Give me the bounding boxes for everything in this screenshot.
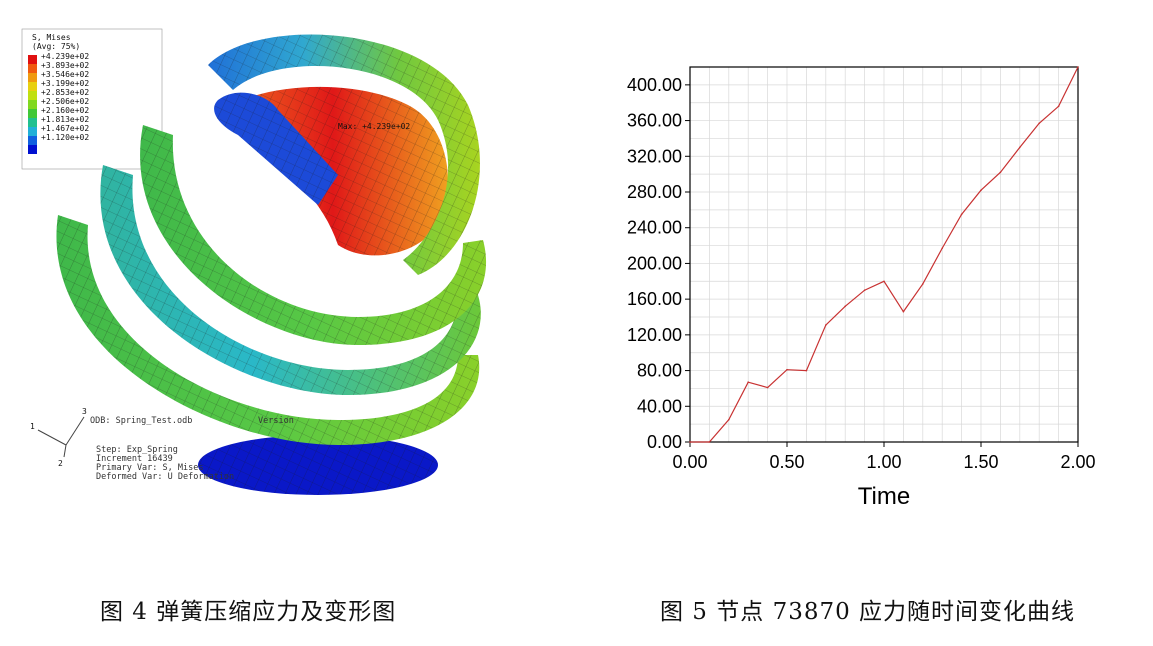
y-tick-labels: 0.00 40.00 80.00 120.00 160.00 200.00 240.00 28… [627, 75, 690, 452]
x-tick-label: 2.00 [1060, 452, 1095, 472]
stress-data-point [766, 386, 769, 389]
y-tick-label: 320.00 [627, 146, 682, 166]
stress-data-point [689, 441, 691, 443]
stress-data-point [1077, 66, 1079, 68]
stress-data-point [863, 289, 866, 292]
spring-coils: Max: +4.239e+02 [56, 34, 487, 495]
legend-value: +3.199e+02 [41, 79, 89, 88]
y-tick-label: 120.00 [627, 325, 682, 345]
legend-subtitle: (Avg: 75%) [32, 42, 80, 51]
legend-value: +4.239e+02 [41, 52, 89, 61]
x-tick-label: 0.50 [769, 452, 804, 472]
odb-info: ODB: Spring_Test.odb Version Step: Exp_S… [90, 416, 294, 482]
legend-swatch [28, 82, 37, 91]
stress-data-point [708, 441, 711, 443]
stress-data-point [941, 247, 943, 250]
legend-swatch [28, 136, 37, 145]
y-tick-label: 80.00 [637, 361, 682, 381]
stress-data-point [825, 324, 827, 326]
stress-data-point [980, 189, 982, 192]
axis-1-label: 1 [30, 422, 35, 431]
stress-data-point [883, 280, 885, 283]
deformed-var-line: Deformed Var: U Deformation [96, 472, 234, 482]
spring-stress-figure: S, Mises (Avg: 75%) +4.239e+02+3.893e+02… [21, 28, 487, 495]
y-tick-label: 160.00 [627, 289, 682, 309]
y-tick-label: 40.00 [637, 396, 682, 416]
stress-data-point [960, 213, 963, 216]
legend-value: +2.506e+02 [41, 97, 89, 106]
legend-value: +3.893e+02 [41, 61, 89, 70]
stress-legend: S, Mises (Avg: 75%) +4.239e+02+3.893e+02… [21, 28, 163, 170]
odb-version: Version [258, 416, 294, 426]
x-tick-label: 0.00 [672, 452, 707, 472]
y-tick-label: 280.00 [627, 182, 682, 202]
legend-value: +2.160e+02 [41, 106, 89, 115]
legend-swatches [28, 55, 37, 154]
legend-title: S, Mises [32, 33, 71, 42]
stress-series-points [689, 66, 1079, 443]
legend-value: +1.120e+02 [41, 133, 89, 142]
legend-value: +3.546e+02 [41, 70, 89, 79]
increment-line: Increment 16439 [96, 454, 173, 464]
legend-swatch [28, 100, 37, 109]
y-tick-label: 360.00 [627, 111, 682, 131]
axis-triad [37, 416, 85, 458]
stress-data-point [999, 171, 1002, 174]
legend-swatch [28, 127, 37, 136]
x-tick-label: 1.50 [963, 452, 998, 472]
legend-swatch [28, 64, 37, 73]
stress-data-point [1057, 105, 1060, 108]
y-tick-label: 200.00 [627, 253, 682, 273]
legend-labels: +4.239e+02+3.893e+02+3.546e+02+3.199e+02… [41, 52, 89, 142]
stress-data-point [1038, 122, 1040, 125]
step-line: Step: Exp_Spring [96, 445, 178, 455]
stress-data-point [728, 418, 730, 421]
x-axis-title: Time [858, 483, 910, 510]
axis-3-label: 3 [82, 407, 87, 416]
legend-swatch [28, 73, 37, 82]
odb-line: ODB: Spring_Test.odb [90, 416, 192, 426]
figure-4-caption: 图 4 弹簧压缩应力及变形图 [100, 599, 397, 625]
stress-data-point [747, 381, 749, 383]
stress-data-point [922, 283, 924, 285]
legend-value: +2.853e+02 [41, 88, 89, 97]
legend-value: +1.467e+02 [41, 124, 89, 133]
primary-var-line: Primary Var: S, Mises [96, 463, 203, 473]
stress-data-point [805, 369, 808, 372]
legend-swatch [28, 118, 37, 127]
y-tick-label: 240.00 [627, 218, 682, 238]
legend-value: +1.813e+02 [41, 115, 89, 124]
legend-swatch [28, 55, 37, 64]
y-tick-label: 0.00 [647, 432, 682, 452]
x-tick-label: 1.00 [866, 452, 901, 472]
stress-data-point [844, 305, 846, 308]
y-tick-label: 400.00 [627, 75, 682, 95]
stress-data-point [1019, 146, 1021, 149]
chart-grid [689, 66, 1079, 443]
legend-swatch [28, 109, 37, 118]
axis-2-label: 2 [58, 459, 63, 468]
stress-data-point [786, 368, 788, 371]
x-tick-labels: 0.00 0.50 1.00 1.50 2.00 [672, 442, 1096, 472]
legend-swatch [28, 91, 37, 100]
max-stress-label: Max: +4.239e+02 [338, 122, 410, 131]
figure-5-caption: 图 5 节点 73870 应力随时间变化曲线 [660, 599, 1076, 625]
legend-swatch [28, 145, 37, 154]
stress-time-chart: 0.00 40.00 80.00 120.00 160.00 200.00 240.00 28… [627, 66, 1096, 510]
stress-data-point [902, 310, 905, 313]
